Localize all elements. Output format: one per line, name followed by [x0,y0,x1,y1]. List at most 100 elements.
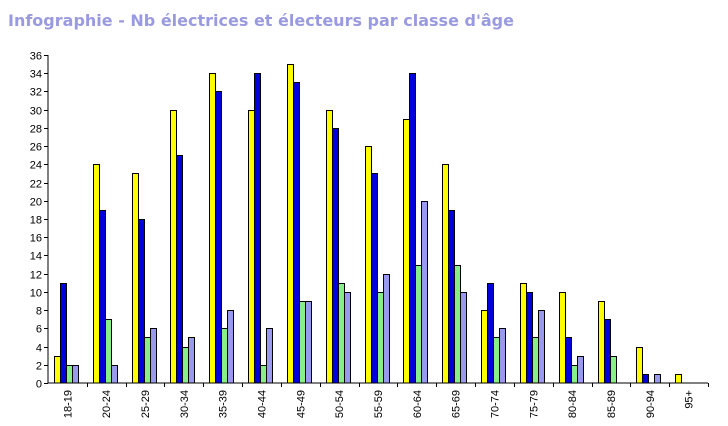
y-tick-label: 34 [30,69,42,81]
bar-70-74-s2 [487,283,494,384]
x-tick-label: 30-34 [179,390,191,418]
bar-35-39-s3 [221,328,228,384]
bar-35-39-s4 [227,310,234,384]
bar-35-39-s2 [215,91,222,384]
bar-65-69-s2 [448,210,455,384]
bar-55-59-s2 [371,173,378,384]
x-tick-label: 25-29 [140,390,152,418]
bar-80-84-s2 [565,337,572,384]
bar-30-34-s1 [170,110,177,384]
bar-90-94-s2 [642,374,649,384]
y-tick-label: 6 [36,324,42,336]
bar-60-64-s4 [421,201,428,384]
y-tick-label: 28 [30,124,42,136]
bar-18-19-s4 [72,365,79,384]
bar-18-19-s2 [60,283,67,384]
y-tick-label: 10 [30,288,42,300]
bar-75-79-s4 [538,310,545,384]
x-tick-label: 80-84 [567,390,579,418]
x-tick-label: 50-54 [334,390,346,418]
bar-45-49-s1 [287,64,294,384]
bar-50-54-s4 [344,292,351,384]
bar-20-24-s4 [111,365,118,384]
x-tick-label: 20-24 [101,390,113,418]
chart-title: Infographie - Nb électrices et électeurs… [8,11,514,30]
y-tick-label: 32 [30,87,42,99]
bar-30-34-s4 [188,337,195,384]
y-tick-label: 8 [36,306,42,318]
bar-55-59-s4 [383,274,390,384]
x-tick-label: 85-89 [606,390,618,418]
bar-95+-s1 [675,374,682,384]
y-tick-label: 14 [30,251,42,263]
bar-70-74-s3 [493,337,500,384]
bar-85-89-s2 [604,319,611,384]
x-tick-label: 40-44 [257,390,269,418]
y-tick-label: 18 [30,215,42,227]
x-tick-label: 95+ [684,390,696,409]
y-tick-label: 0 [36,379,42,391]
x-tick-label: 45-49 [295,390,307,418]
bar-25-29-s4 [150,328,157,384]
bar-65-69-s4 [460,292,467,384]
bar-80-84-s3 [571,365,578,384]
x-tick-label: 60-64 [412,390,424,418]
y-tick-label: 4 [36,343,42,355]
bar-50-54-s2 [332,128,339,384]
x-tick-label: 75-79 [528,390,540,418]
y-tick-label: 22 [30,179,42,191]
bar-90-94-s1 [636,347,643,384]
bar-20-24-s2 [99,210,106,384]
bar-45-49-s4 [305,301,312,384]
bar-25-29-s1 [132,173,139,384]
x-tick-label: 55-59 [373,390,385,418]
bar-50-54-s1 [326,110,333,384]
bar-65-69-s3 [454,265,461,384]
bar-75-79-s3 [532,337,539,384]
bar-65-69-s1 [442,164,449,384]
bar-35-39-s1 [209,73,216,384]
x-tick-label: 18-19 [62,390,74,418]
bar-55-59-s3 [377,292,384,384]
bar-40-44-s2 [254,73,261,384]
y-tick-label: 30 [30,106,42,118]
bar-50-54-s3 [338,283,345,384]
bar-40-44-s1 [248,110,255,384]
bar-20-24-s1 [93,164,100,384]
bar-90-94-s4 [654,374,661,384]
bar-18-19-s3 [66,365,73,384]
bar-85-89-s3 [610,356,617,384]
bar-30-34-s2 [176,155,183,384]
bar-60-64-s1 [403,119,410,384]
bar-18-19-s1 [54,356,61,384]
x-tick-label: 65-69 [451,390,463,418]
bar-80-84-s4 [577,356,584,384]
bar-55-59-s1 [365,146,372,384]
bar-25-29-s3 [144,337,151,384]
bar-40-44-s4 [266,328,273,384]
bar-85-89-s1 [598,301,605,384]
bar-60-64-s2 [409,73,416,384]
bar-25-29-s2 [138,219,145,384]
y-tick-label: 16 [30,233,42,245]
bar-20-24-s3 [105,319,112,384]
bar-40-44-s3 [260,365,267,384]
x-tick-label: 90-94 [645,390,657,418]
bar-45-49-s3 [299,301,306,384]
y-tick-label: 26 [30,142,42,154]
bar-30-34-s3 [182,347,189,384]
bar-60-64-s3 [415,265,422,384]
bar-80-84-s1 [559,292,566,384]
y-tick-label: 12 [30,270,42,282]
x-tick-label: 35-39 [218,390,230,418]
bar-70-74-s4 [499,328,506,384]
x-tick-label: 70-74 [489,390,501,418]
bar-75-79-s2 [526,292,533,384]
bar-70-74-s1 [481,310,488,384]
bar-45-49-s2 [293,82,300,384]
y-tick-label: 36 [30,51,42,63]
y-tick-label: 20 [30,197,42,209]
bar-75-79-s1 [520,283,527,384]
